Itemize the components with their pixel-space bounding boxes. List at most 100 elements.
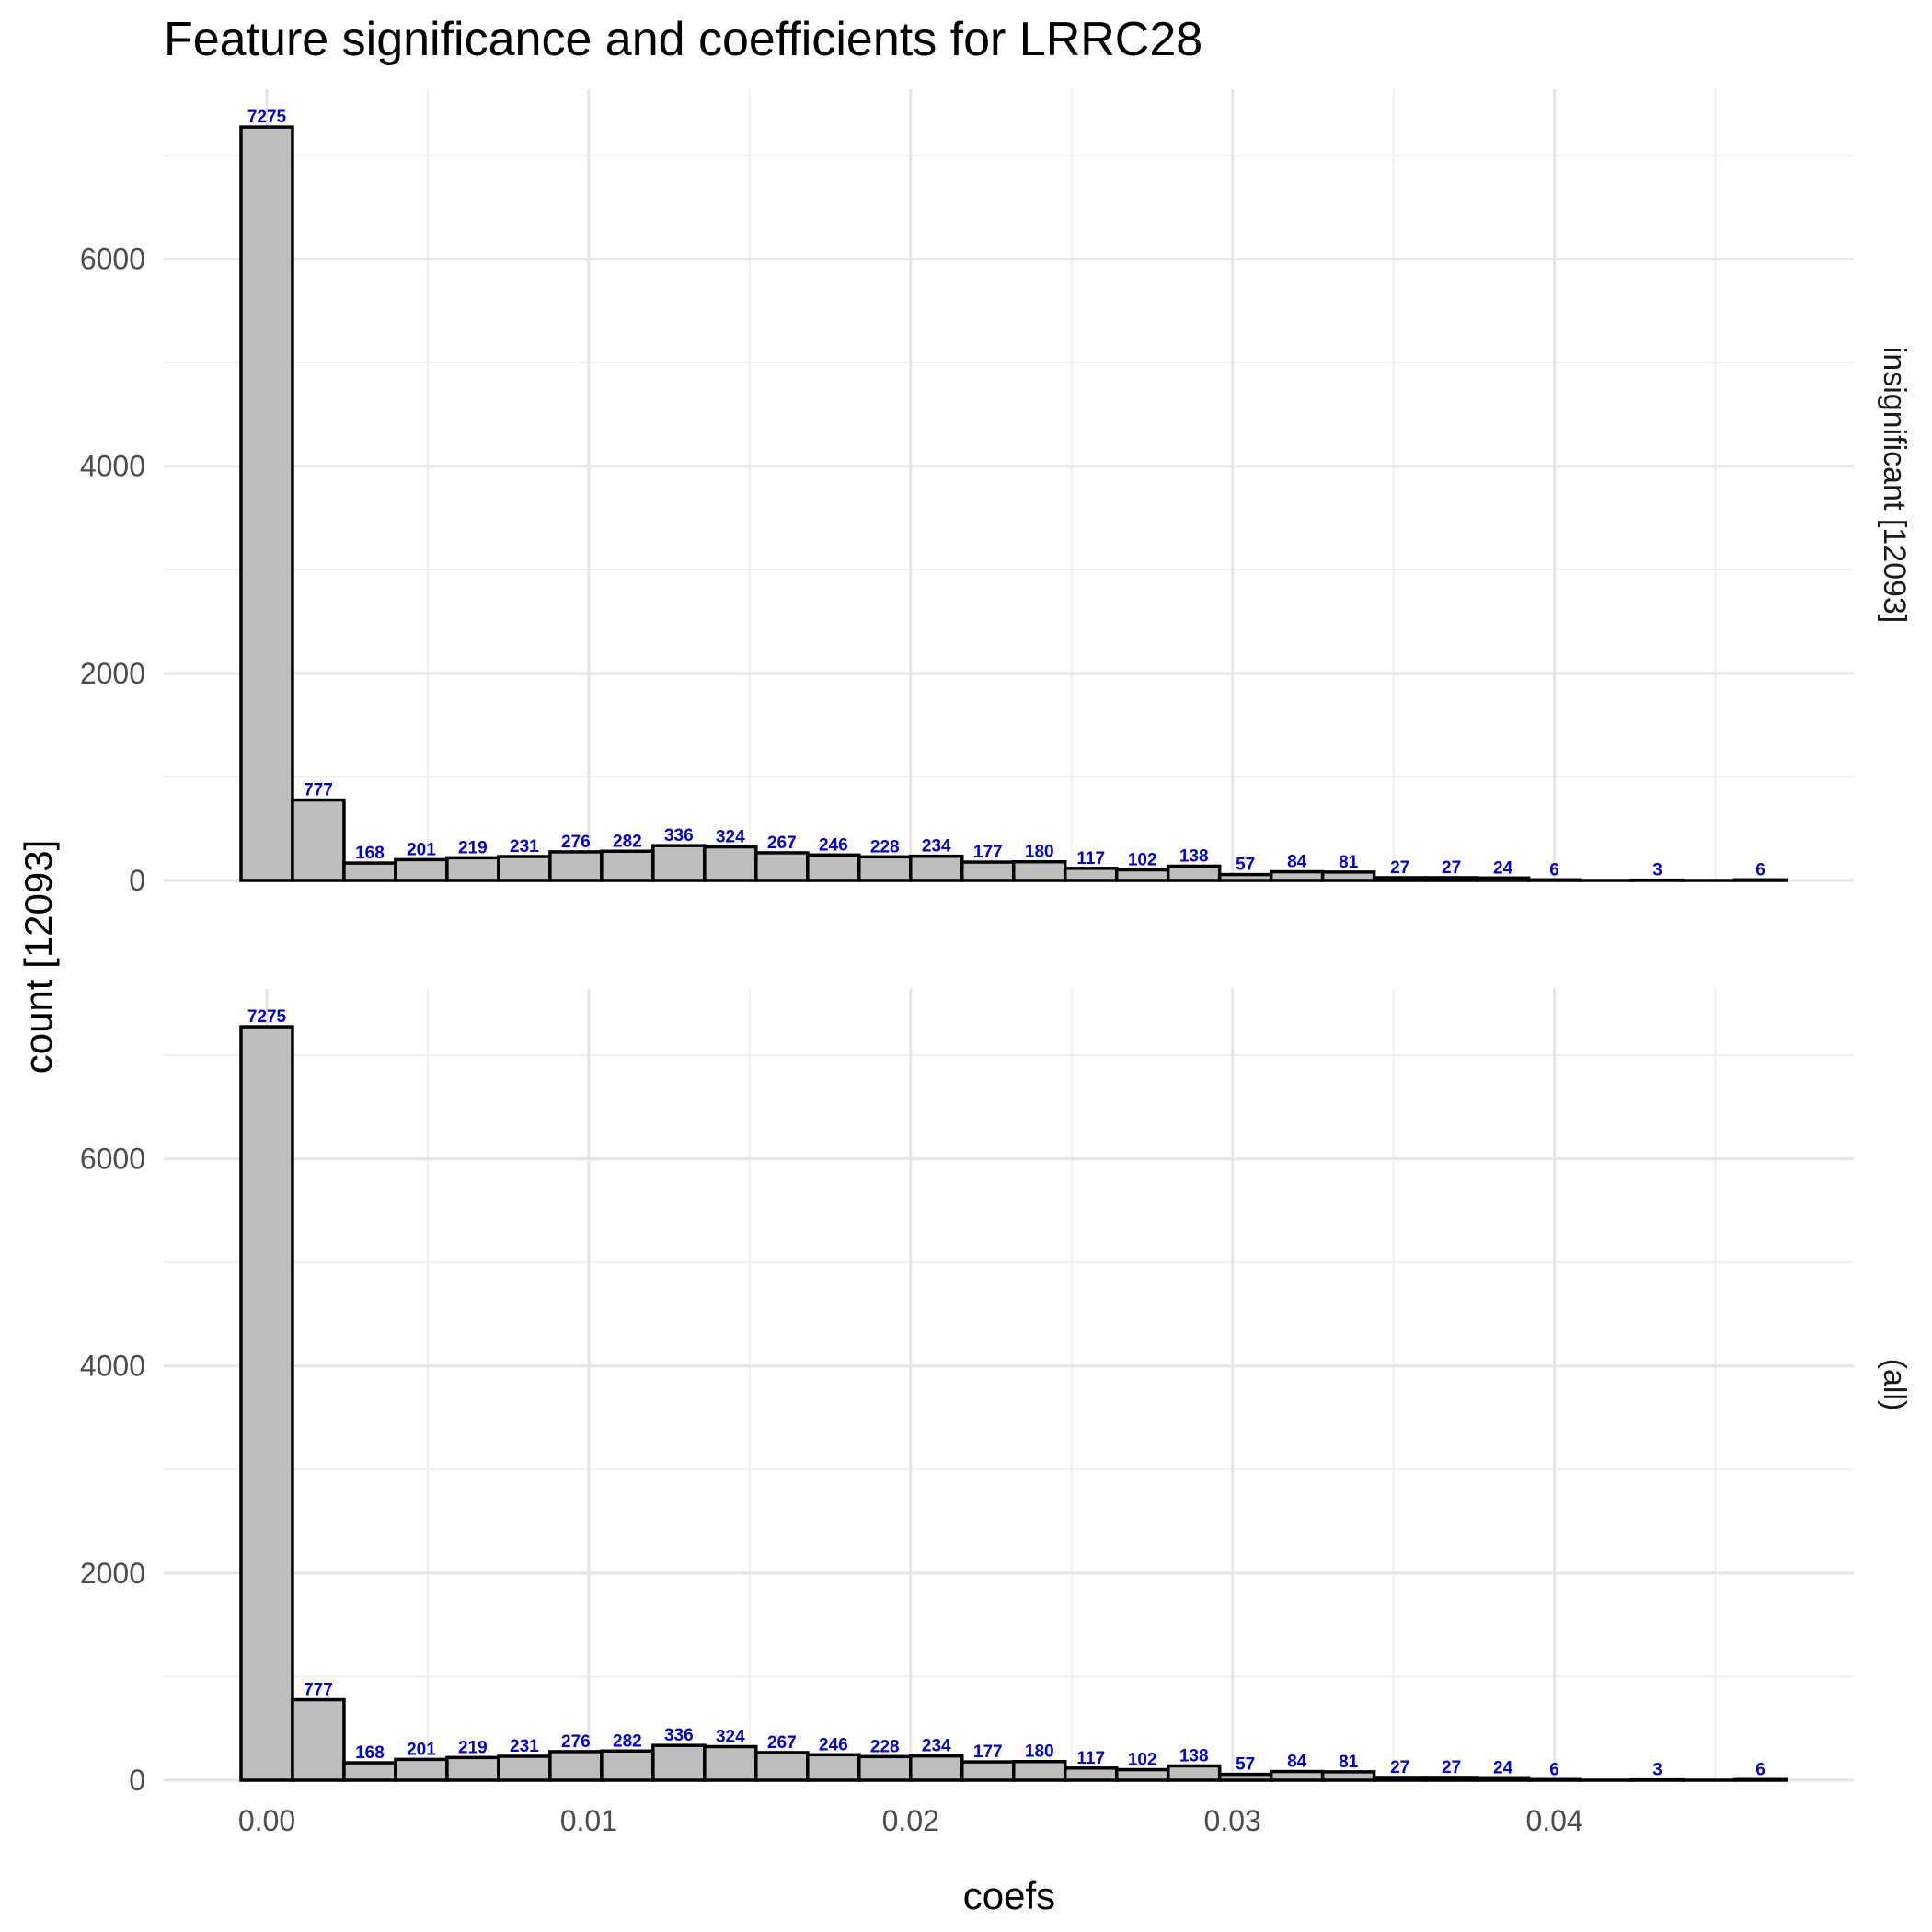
bar-count-label: 27 [1390, 858, 1409, 878]
histogram-bar [342, 1761, 397, 1782]
bar-count-label: 6 [1549, 860, 1559, 880]
histogram-bar [909, 1754, 964, 1782]
histogram-bar [1166, 864, 1222, 882]
x-tick-label: 0.03 [1204, 1804, 1261, 1837]
histogram-bar [960, 860, 1016, 882]
bar-count-label: 138 [1179, 846, 1209, 866]
histogram-bar [1475, 876, 1531, 882]
bar-count-label: 336 [664, 1726, 694, 1745]
histogram-bar [703, 1744, 758, 1782]
bar-count-label: 282 [613, 1731, 642, 1751]
histogram-bar [1114, 868, 1170, 882]
x-tick-label: 0.02 [882, 1804, 939, 1837]
bar-count-label: 168 [355, 1743, 385, 1763]
bar-count-label: 81 [1339, 853, 1359, 872]
y-tick-label: 0 [129, 864, 145, 897]
bar-count-label: 246 [819, 835, 848, 855]
histogram-bar [1114, 1767, 1170, 1782]
bar-count-label: 7275 [247, 108, 287, 127]
bar-count-label: 102 [1128, 851, 1157, 870]
histogram-bar [394, 857, 449, 882]
histogram-bar [1063, 867, 1119, 882]
histogram-bar [1475, 1776, 1531, 1782]
bar-count-label: 24 [1493, 858, 1513, 878]
bar-count-label: 138 [1179, 1746, 1209, 1765]
histogram-bar [857, 1754, 913, 1782]
histogram-bar [239, 1025, 294, 1782]
bar-count-label: 81 [1339, 1753, 1359, 1772]
histogram-bar [445, 856, 500, 882]
histogram-bar [1423, 876, 1479, 882]
bar-count-label: 117 [1076, 1749, 1105, 1768]
bar-count-label: 324 [716, 1728, 745, 1747]
histogram-bar [1320, 1770, 1376, 1782]
bar-count-label: 7275 [247, 1007, 287, 1027]
histogram-bar [394, 1757, 449, 1782]
bar-count-label: 282 [613, 832, 642, 851]
histogram-bar [497, 1754, 552, 1782]
histogram-bar [857, 855, 913, 882]
histogram-bar [1011, 859, 1067, 882]
histogram-bar [1320, 870, 1376, 882]
histogram-bar [1269, 869, 1325, 882]
histogram-bar [1372, 1776, 1428, 1782]
bar-count-label: 201 [407, 840, 436, 859]
histogram-bar [600, 1749, 655, 1782]
bar-count-label: 57 [1236, 1755, 1255, 1775]
x-tick-label: 0.00 [238, 1804, 295, 1837]
histogram-bar [548, 1750, 604, 1782]
x-axis-title: coefs [963, 1874, 1055, 1917]
bar-count-label: 231 [510, 837, 539, 857]
bar-count-label: 324 [716, 828, 745, 847]
bar-count-label: 336 [664, 826, 694, 845]
histogram-bar [651, 1743, 707, 1782]
bar-count-label: 777 [304, 781, 333, 800]
bar-count-label: 27 [1390, 1758, 1409, 1777]
bar-count-label: 3 [1652, 861, 1662, 880]
y-tick-label: 0 [129, 1764, 145, 1797]
bar-count-label: 201 [407, 1740, 436, 1759]
facet-strip-label: (all) [1877, 1359, 1912, 1411]
facet-strip-label: insignificant [12093] [1877, 347, 1912, 624]
histogram-bar [1423, 1776, 1479, 1782]
bar-count-label: 228 [870, 837, 900, 857]
bar-count-label: 84 [1287, 853, 1307, 872]
bar-count-label: 234 [922, 1737, 951, 1756]
histogram-bar [909, 854, 964, 882]
bar-count-label: 276 [561, 1732, 591, 1752]
histogram-bar [754, 1751, 810, 1782]
histogram-bar [1372, 876, 1428, 882]
bar-count-label: 267 [767, 1733, 797, 1753]
bar-count-label: 6 [1755, 860, 1765, 880]
histogram-bar [1011, 1759, 1067, 1782]
histogram-bar [291, 798, 346, 882]
bar-count-label: 246 [819, 1735, 848, 1754]
x-tick-label: 0.01 [560, 1804, 617, 1837]
bar-count-label: 3 [1652, 1761, 1662, 1780]
histogram-bar [1217, 872, 1273, 882]
histogram-bar [445, 1755, 500, 1782]
y-tick-label: 2000 [80, 1557, 145, 1590]
bar-count-label: 84 [1287, 1753, 1307, 1772]
bar-count-label: 117 [1076, 849, 1105, 868]
histogram-bar [1732, 1777, 1788, 1782]
bar-count-label: 27 [1442, 1758, 1461, 1777]
histogram-bar [651, 844, 707, 882]
histogram-bar [497, 855, 552, 882]
histogram-bar [548, 850, 604, 882]
histogram-bar [703, 845, 758, 882]
bar-count-label: 180 [1025, 1742, 1054, 1762]
bar-count-label: 180 [1025, 843, 1054, 862]
histogram-bar [239, 125, 294, 882]
y-tick-label: 6000 [80, 1143, 145, 1176]
bar-count-label: 234 [922, 837, 951, 857]
bar-count-label: 24 [1493, 1758, 1513, 1777]
bar-count-label: 177 [973, 843, 1003, 862]
bar-count-label: 219 [458, 1738, 488, 1757]
bar-count-label: 219 [458, 838, 488, 857]
histogram-bar [342, 861, 397, 882]
